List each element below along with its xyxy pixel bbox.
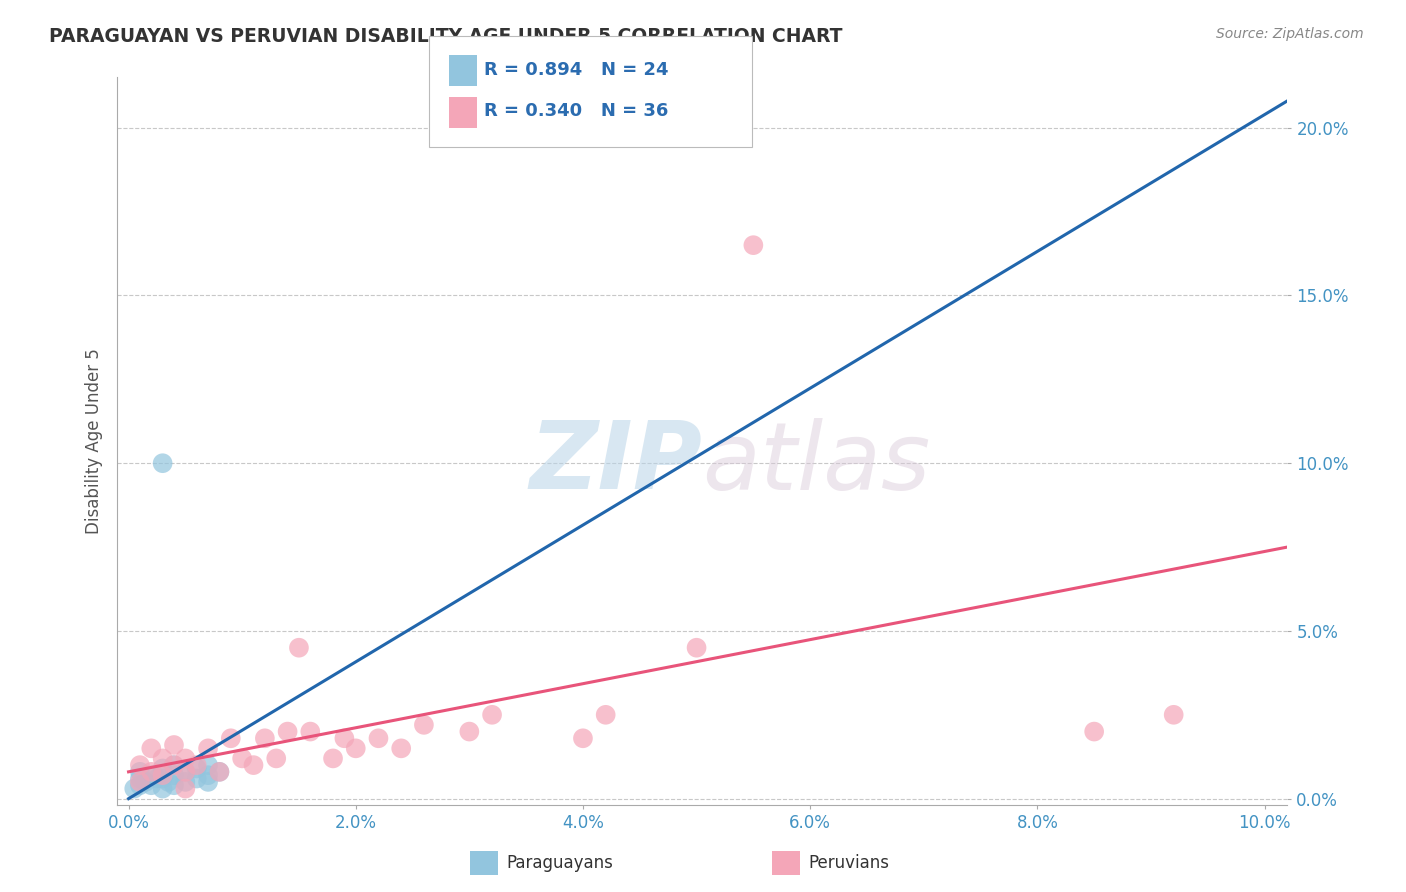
Text: R = 0.340   N = 36: R = 0.340 N = 36 xyxy=(484,103,668,120)
Point xyxy=(174,781,197,796)
Point xyxy=(186,758,208,772)
Point xyxy=(186,762,208,776)
Point xyxy=(242,758,264,772)
Point xyxy=(197,775,219,789)
Text: Paraguayans: Paraguayans xyxy=(506,855,613,872)
Point xyxy=(152,772,174,786)
Point xyxy=(572,731,595,746)
Text: PARAGUAYAN VS PERUVIAN DISABILITY AGE UNDER 5 CORRELATION CHART: PARAGUAYAN VS PERUVIAN DISABILITY AGE UN… xyxy=(49,27,842,45)
Point xyxy=(264,751,287,765)
Point xyxy=(288,640,311,655)
Point xyxy=(174,764,197,779)
Point xyxy=(186,772,208,786)
Point xyxy=(197,768,219,782)
Point xyxy=(299,724,322,739)
Point xyxy=(146,772,169,786)
Point xyxy=(367,731,389,746)
Point xyxy=(208,764,231,779)
Text: Peruvians: Peruvians xyxy=(808,855,890,872)
Text: Source: ZipAtlas.com: Source: ZipAtlas.com xyxy=(1216,27,1364,41)
Point xyxy=(344,741,367,756)
Point xyxy=(141,741,163,756)
Point xyxy=(208,764,231,779)
Text: R = 0.894   N = 24: R = 0.894 N = 24 xyxy=(484,61,668,78)
Point xyxy=(389,741,412,756)
Text: ZIP: ZIP xyxy=(530,417,702,509)
Point xyxy=(163,738,186,752)
Point xyxy=(152,762,174,776)
Point xyxy=(219,731,242,746)
Point xyxy=(157,775,180,789)
Point xyxy=(595,707,617,722)
Point xyxy=(1083,724,1105,739)
Point xyxy=(481,707,503,722)
Point xyxy=(163,768,186,782)
Point xyxy=(129,758,152,772)
Point xyxy=(129,775,152,789)
Point xyxy=(129,778,152,792)
Point xyxy=(141,768,163,782)
Point xyxy=(322,751,344,765)
Point xyxy=(742,238,765,252)
Point xyxy=(129,772,152,786)
Point xyxy=(152,751,174,765)
Point xyxy=(458,724,481,739)
Point xyxy=(253,731,276,746)
Point xyxy=(413,718,436,732)
Point xyxy=(152,781,174,796)
Point xyxy=(174,751,197,765)
Point xyxy=(163,758,186,772)
Point xyxy=(135,775,157,789)
Y-axis label: Disability Age Under 5: Disability Age Under 5 xyxy=(86,349,103,534)
Point xyxy=(152,456,174,470)
Point xyxy=(231,751,253,765)
Point xyxy=(122,781,145,796)
Point xyxy=(141,764,163,779)
Point xyxy=(152,768,174,782)
Point xyxy=(174,775,197,789)
Point xyxy=(333,731,356,746)
Point xyxy=(163,778,186,792)
Text: atlas: atlas xyxy=(702,417,931,508)
Point xyxy=(197,758,219,772)
Point xyxy=(277,724,299,739)
Point xyxy=(163,758,186,772)
Point xyxy=(197,741,219,756)
Point xyxy=(685,640,707,655)
Point xyxy=(129,764,152,779)
Point xyxy=(174,764,197,779)
Point xyxy=(1163,707,1185,722)
Point xyxy=(141,778,163,792)
